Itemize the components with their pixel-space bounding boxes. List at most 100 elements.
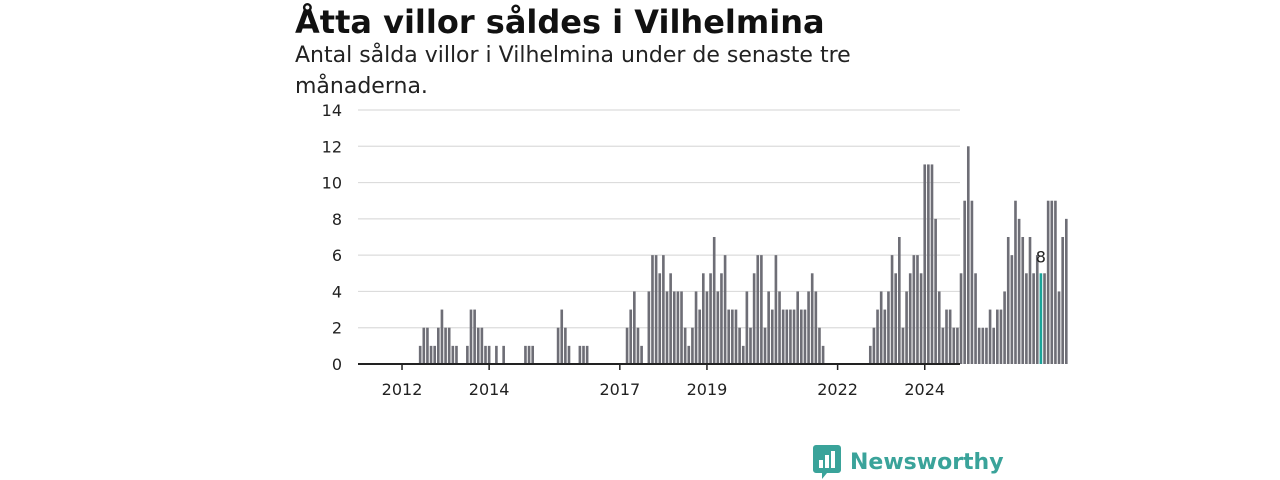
bar <box>741 345 745 364</box>
chart-title: Åtta villor såldes i Vilhelmina <box>295 3 825 41</box>
bar-chart: 0 2 4 6 8 10 12 14 2012 2014 2017 2019 2022 2024 8 <box>322 101 1068 399</box>
bar <box>803 309 807 364</box>
bar <box>767 291 770 364</box>
y-tick-label: 6 <box>332 246 342 265</box>
bar <box>567 345 571 364</box>
bar <box>774 255 778 364</box>
bar <box>800 309 803 364</box>
bar <box>455 345 458 364</box>
bar <box>466 345 469 364</box>
bar <box>977 327 981 364</box>
x-tick-label: 2014 <box>469 380 510 399</box>
x-tick-label: 2017 <box>599 380 640 399</box>
bar <box>640 345 643 364</box>
y-tick-label: 8 <box>332 210 342 229</box>
bar <box>716 291 720 364</box>
bar <box>582 345 585 364</box>
bar <box>578 345 582 364</box>
bar <box>484 345 487 364</box>
x-tick-label: 2024 <box>904 380 945 399</box>
bar <box>531 345 535 364</box>
bar <box>1017 218 1021 364</box>
data-labels: 8 <box>1036 247 1046 266</box>
highlight-value-label: 8 <box>1036 247 1046 266</box>
bar <box>636 327 640 364</box>
bar <box>723 255 727 364</box>
bar <box>785 309 789 364</box>
bar <box>1010 255 1014 364</box>
bar <box>1021 237 1025 364</box>
bar <box>658 273 662 364</box>
bar <box>1061 237 1064 364</box>
x-tick-label: 2022 <box>817 380 858 399</box>
bar <box>992 327 996 364</box>
bar <box>705 291 709 364</box>
bar <box>756 255 760 364</box>
bar <box>807 291 810 364</box>
bar <box>963 200 966 364</box>
bar <box>447 327 451 364</box>
bar <box>1043 273 1046 364</box>
bars <box>418 146 1068 364</box>
newsworthy-logo-icon <box>813 445 841 479</box>
bar <box>905 291 908 364</box>
bar <box>698 309 701 364</box>
bar <box>647 291 651 364</box>
bar <box>527 345 531 364</box>
bar <box>469 309 473 364</box>
bar <box>625 327 629 364</box>
bar <box>970 200 974 364</box>
bar <box>691 327 694 364</box>
bar <box>564 327 567 364</box>
bar <box>422 327 426 364</box>
bar <box>945 309 948 364</box>
bar <box>433 345 437 364</box>
bar <box>999 309 1003 364</box>
bar <box>701 273 705 364</box>
bar <box>894 273 898 364</box>
bar <box>502 345 505 364</box>
bar <box>988 309 992 364</box>
bar <box>629 309 633 364</box>
bar <box>781 309 785 364</box>
bar <box>745 291 749 364</box>
bar <box>687 345 691 364</box>
bar <box>651 255 654 364</box>
bar <box>868 345 872 364</box>
bar <box>916 255 919 364</box>
y-tick-label: 12 <box>322 137 342 156</box>
bar <box>1003 291 1006 364</box>
y-tick-label: 14 <box>322 101 342 120</box>
bar <box>872 327 876 364</box>
bar <box>1064 218 1068 364</box>
bar <box>919 273 923 364</box>
bar <box>633 291 636 364</box>
bar <box>1025 273 1028 364</box>
bar <box>981 327 985 364</box>
bar <box>966 146 970 364</box>
bar <box>810 273 814 364</box>
bar <box>487 345 491 364</box>
bar <box>1006 237 1010 364</box>
x-tick-label: 2012 <box>382 380 423 399</box>
bar <box>876 309 879 364</box>
bar <box>901 327 905 364</box>
bar <box>709 273 712 364</box>
bar <box>437 327 440 364</box>
bar <box>480 327 484 364</box>
bar <box>814 291 818 364</box>
newsworthy-brand[interactable]: Newsworthy <box>813 444 1004 480</box>
bar <box>665 291 669 364</box>
bar <box>952 327 956 364</box>
bar <box>887 291 890 364</box>
bar <box>694 291 698 364</box>
bar <box>738 327 741 364</box>
bar <box>1032 273 1035 364</box>
bar <box>818 327 821 364</box>
bar <box>1050 200 1054 364</box>
bar <box>720 273 723 364</box>
bar <box>662 255 665 364</box>
bar <box>734 309 738 364</box>
bar <box>792 309 796 364</box>
bar <box>1046 200 1050 364</box>
